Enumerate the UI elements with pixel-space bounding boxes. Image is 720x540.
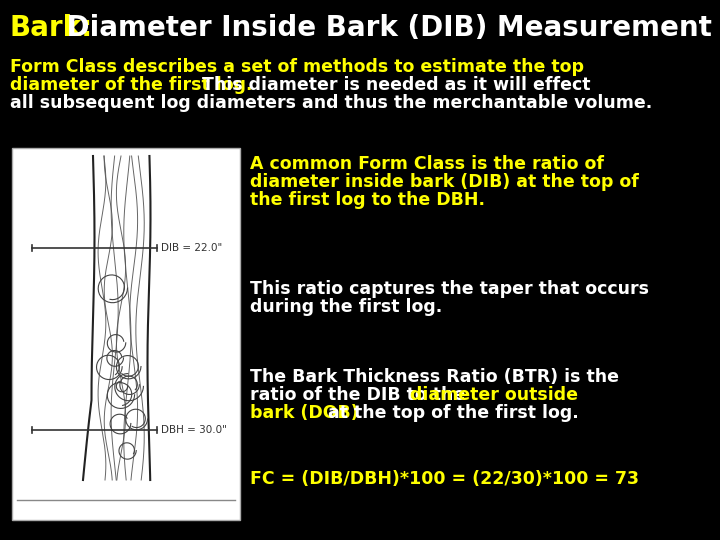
Text: ratio of the DIB to the: ratio of the DIB to the — [250, 386, 472, 404]
Text: This diameter is needed as it will effect: This diameter is needed as it will effec… — [196, 76, 590, 94]
Text: FC = (DIB/DBH)*100 = (22/30)*100 = 73: FC = (DIB/DBH)*100 = (22/30)*100 = 73 — [250, 470, 639, 488]
Text: during the first log.: during the first log. — [250, 298, 442, 316]
Text: Diameter Inside Bark (DIB) Measurement: Diameter Inside Bark (DIB) Measurement — [57, 14, 712, 42]
Text: bark (DOB): bark (DOB) — [250, 404, 359, 422]
Bar — [12, 148, 240, 520]
Text: DBH = 30.0": DBH = 30.0" — [161, 425, 227, 435]
Text: The Bark Thickness Ratio (BTR) is the: The Bark Thickness Ratio (BTR) is the — [250, 368, 619, 386]
Text: the first log to the DBH.: the first log to the DBH. — [250, 191, 485, 209]
Text: diameter of the first log.: diameter of the first log. — [10, 76, 253, 94]
Text: diameter inside bark (DIB) at the top of: diameter inside bark (DIB) at the top of — [250, 173, 639, 191]
Text: all subsequent log diameters and thus the merchantable volume.: all subsequent log diameters and thus th… — [10, 94, 652, 112]
Text: at the top of the first log.: at the top of the first log. — [322, 404, 579, 422]
Text: Form Class describes a set of methods to estimate the top: Form Class describes a set of methods to… — [10, 58, 584, 76]
Text: DIB = 22.0": DIB = 22.0" — [161, 243, 222, 253]
Text: This ratio captures the taper that occurs: This ratio captures the taper that occur… — [250, 280, 649, 298]
Text: Bark:: Bark: — [10, 14, 94, 42]
Text: diameter outside: diameter outside — [410, 386, 578, 404]
Text: A common Form Class is the ratio of: A common Form Class is the ratio of — [250, 155, 604, 173]
